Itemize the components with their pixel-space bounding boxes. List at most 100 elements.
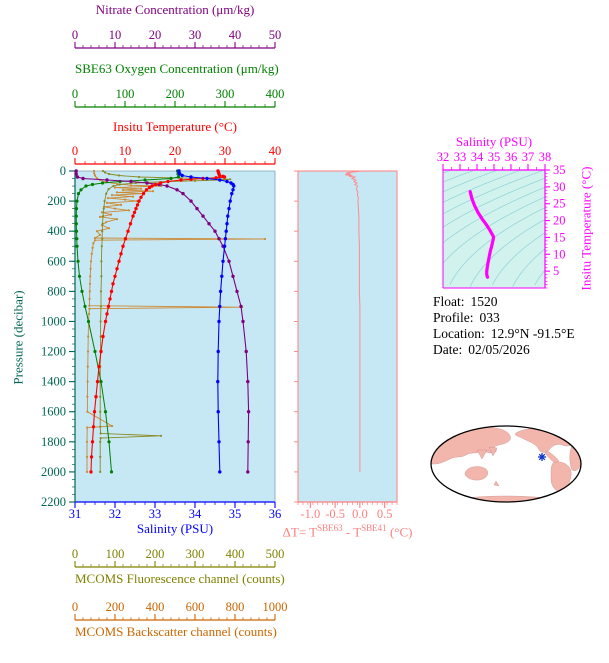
tick-label: 600 — [186, 600, 205, 614]
tick-label: 32 — [109, 507, 122, 521]
delta-t-title-part: ΔT= T — [282, 524, 318, 540]
tick-label: 5 — [553, 264, 559, 278]
profile-value: 033 — [479, 310, 500, 325]
ts-salinity-axis-title: Salinity (PSU) — [455, 134, 533, 149]
location-label: Location: — [433, 326, 485, 341]
ts-density-contours — [443, 170, 545, 287]
tick-label: 200 — [106, 600, 125, 614]
tick-label: 300 — [186, 547, 205, 561]
tick-label: 400 — [226, 547, 245, 561]
tick-label: 10 — [553, 247, 566, 261]
tick-label: 40 — [269, 144, 282, 158]
float-label: Float: — [433, 294, 465, 309]
tick-label: 34 — [189, 507, 202, 521]
tick-label: 300 — [216, 87, 235, 101]
tick-label: 35 — [488, 150, 501, 164]
location-value: 12.9°N -91.5°E — [490, 326, 575, 341]
tick-label: 400 — [146, 600, 165, 614]
tick-label: 200 — [166, 87, 185, 101]
tick-label: 200 — [47, 194, 66, 208]
tick-label: 100 — [106, 547, 125, 561]
tick-label: 400 — [47, 224, 66, 238]
tick-label: 30 — [553, 180, 566, 194]
tick-label: 36 — [269, 507, 282, 521]
tick-label: 2200 — [41, 495, 66, 509]
ts-plot-area — [443, 170, 545, 288]
series-backscatter — [86, 170, 266, 472]
tick-label: 1400 — [41, 375, 66, 389]
tick-label: 0 — [72, 28, 78, 42]
nitrate-axis-title: Nitrate Concentration (μm/kg) — [95, 2, 255, 17]
profile-info-row: Profile: 033 — [433, 310, 575, 326]
float-value: 1520 — [470, 294, 498, 309]
ts-temperature-axis-title: Insitu Temperature (°C) — [578, 166, 594, 291]
tick-label: 200 — [146, 547, 165, 561]
tick-label: 35 — [553, 163, 566, 177]
tick-label: 1000 — [41, 314, 66, 328]
date-value: 02/05/2026 — [468, 342, 530, 357]
tick-label: -1.0 — [300, 507, 320, 521]
tick-label: 20 — [553, 214, 566, 228]
series-delta-T — [344, 170, 363, 472]
tick-label: 0 — [60, 164, 66, 178]
tick-label: 10 — [119, 144, 132, 158]
delta-t-axis-title: ΔT= TSBE63 - TSBE41 (°C) — [272, 521, 423, 539]
delta-t-plot-area — [297, 170, 398, 503]
delta-t-title-sup2: SBE41 — [361, 523, 387, 533]
tick-label: -0.5 — [325, 507, 345, 521]
tick-label: 32 — [437, 150, 450, 164]
float-info-block: Float: 1520 Profile: 033 Location: 12.9°N -… — [433, 294, 575, 358]
series-salinity — [178, 171, 235, 472]
tick-label: 100 — [116, 87, 135, 101]
oxygen-axis-title: SBE63 Oxygen Concentration (μm/kg) — [75, 61, 279, 76]
salinity-axis-title: Salinity (PSU) — [136, 521, 214, 536]
series-nitrate — [75, 171, 250, 472]
tick-label: 0 — [72, 600, 78, 614]
tick-label: 31 — [69, 507, 82, 521]
tick-label: 20 — [169, 144, 182, 158]
tick-label: 2000 — [41, 465, 66, 479]
tick-label: 0.0 — [352, 507, 368, 521]
delta-t-title-part: (°C) — [386, 524, 413, 540]
tick-label: 1000 — [263, 600, 288, 614]
tick-label: 30 — [189, 28, 202, 42]
tick-label: 34 — [471, 150, 484, 164]
backscatter-axis-title: MCOMS Backscatter channel (counts) — [75, 624, 277, 639]
tick-label: 50 — [269, 28, 282, 42]
series-salinity-markers — [177, 169, 236, 474]
tick-label: 33 — [149, 507, 162, 521]
series-nitrate-markers — [74, 169, 251, 474]
tick-label: 35 — [229, 507, 242, 521]
tick-label: 36 — [505, 150, 518, 164]
profile-label: Profile: — [433, 310, 474, 325]
tick-label: 37 — [522, 150, 535, 164]
tick-label: 0 — [72, 144, 78, 158]
tick-label: 1600 — [41, 405, 66, 419]
tick-label: 800 — [226, 600, 245, 614]
tick-label: 0 — [72, 547, 78, 561]
series-ts-curve — [468, 190, 496, 279]
tick-label: 1800 — [41, 435, 66, 449]
tick-label: 1200 — [41, 345, 66, 359]
tick-label: 0.5 — [377, 507, 393, 521]
world-map-outline — [430, 425, 582, 503]
main-plot-area — [75, 171, 275, 502]
pressure-axis-title: Pressure (decibar) — [10, 290, 26, 385]
date-info-row: Date: 02/05/2026 — [433, 342, 575, 358]
delta-t-title-sup1: SBE63 — [317, 523, 343, 533]
tick-label: 500 — [266, 547, 285, 561]
series-fluorescence-markers — [99, 169, 232, 473]
fluorescence-axis-title: MCOMS Fluorescence channel (counts) — [75, 571, 285, 586]
tick-label: 15 — [553, 230, 566, 244]
float-location-marker-icon — [538, 453, 546, 461]
delta-t-title-part: - T — [342, 524, 362, 540]
tick-label: 600 — [47, 254, 66, 268]
tick-label: 400 — [266, 87, 285, 101]
tick-label: 38 — [539, 150, 552, 164]
float-info-row: Float: 1520 — [433, 294, 575, 310]
tick-label: 40 — [229, 28, 242, 42]
tick-label: 10 — [109, 28, 122, 42]
tick-label: 33 — [454, 150, 467, 164]
